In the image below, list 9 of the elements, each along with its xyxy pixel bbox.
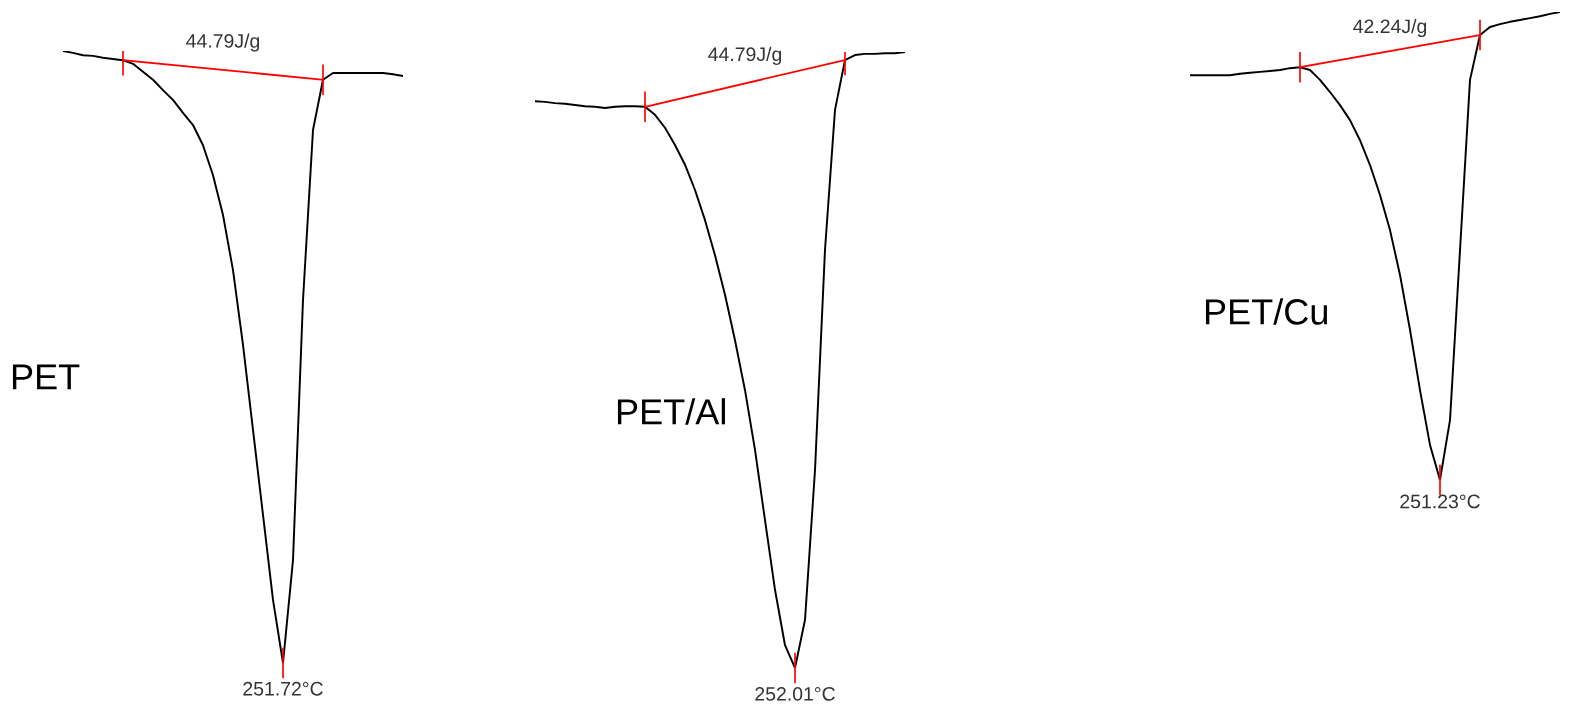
annotation: 44.79J/g [186,33,260,52]
annotation: 42.24J/g [1353,18,1427,38]
annotation: 44.79J/g [708,46,782,65]
text: PET/Cu [1205,298,1328,325]
text: PET [12,364,80,390]
series-label: PET/Al [617,398,725,425]
text: 252.01°C [755,686,835,701]
text: 251.23°C [1400,494,1480,509]
text: 251.72°C [243,681,323,696]
